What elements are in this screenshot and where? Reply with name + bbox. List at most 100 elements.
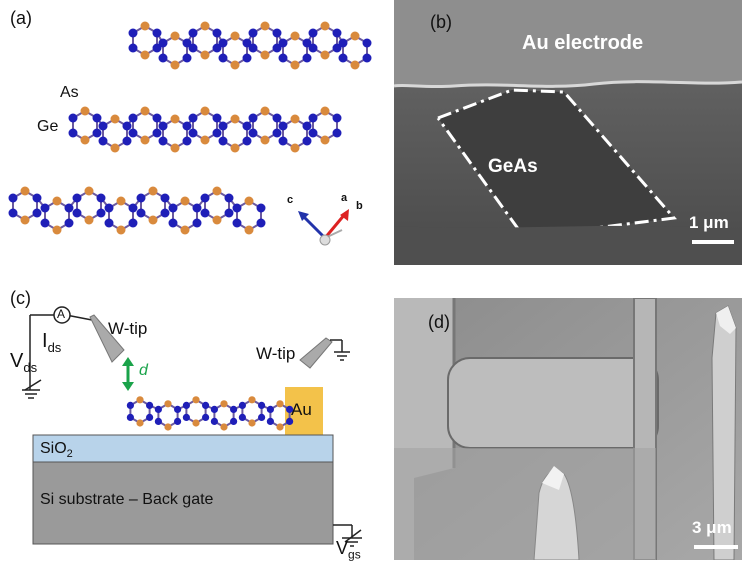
ge-atom <box>182 53 192 63</box>
ge-atom <box>242 121 252 131</box>
ge-atom <box>160 208 170 218</box>
ge-atom <box>218 121 228 131</box>
as-atom <box>180 196 190 206</box>
as-atom <box>290 31 300 41</box>
as-atom <box>200 106 210 116</box>
panel-a: (a) c a b As Ge <box>0 0 385 275</box>
ge-atom <box>278 38 288 48</box>
ge-atom <box>272 128 282 138</box>
as-atom <box>350 31 360 41</box>
as-atom <box>52 225 62 235</box>
ge-atom <box>128 218 138 228</box>
ge-atom <box>146 413 154 421</box>
ge-atom <box>92 128 102 138</box>
ge-atom <box>136 193 146 203</box>
as-atom <box>170 143 180 153</box>
ge-atom <box>202 413 210 421</box>
panel-a-label: (a) <box>10 8 32 28</box>
ge-atom <box>210 405 218 413</box>
as-atom <box>116 196 126 206</box>
as-atom <box>260 135 270 145</box>
ge-atom <box>232 203 242 213</box>
as-atom <box>80 135 90 145</box>
ge-atom <box>232 218 242 228</box>
ge-atom <box>332 128 342 138</box>
ge-atom <box>212 28 222 38</box>
ge-atom <box>248 28 258 38</box>
ge-atom <box>266 417 274 425</box>
ge-atom <box>338 38 348 48</box>
as-atom <box>116 225 126 235</box>
ge-atom-label: Ge <box>37 118 59 135</box>
geas-flake-label: GeAs <box>488 156 538 177</box>
as-atom <box>170 31 180 41</box>
ge-atom <box>256 203 266 213</box>
ge-atom <box>8 193 18 203</box>
si-substrate <box>32 461 334 545</box>
ge-atom <box>154 417 162 425</box>
ge-atom <box>64 218 74 228</box>
au-label: Au <box>291 400 312 419</box>
as-atom <box>52 196 62 206</box>
ge-atom <box>278 121 288 131</box>
ge-atom <box>158 53 168 63</box>
ge-atom <box>258 413 266 421</box>
ge-atom <box>40 218 50 228</box>
ge-atom <box>192 218 202 228</box>
ge-atom <box>302 38 312 48</box>
ge-atom <box>168 218 178 228</box>
as-atom-label: As <box>60 84 79 101</box>
ge-atom <box>230 405 238 413</box>
ge-atom <box>308 43 318 53</box>
as-atom <box>230 60 240 70</box>
ge-atom <box>272 28 282 38</box>
ge-atom <box>200 193 210 203</box>
ge-atom <box>188 43 198 53</box>
ge-atom <box>272 113 282 123</box>
as-atom <box>320 50 330 60</box>
ge-atom <box>40 203 50 213</box>
ge-atom <box>96 208 106 218</box>
ge-atom <box>152 43 162 53</box>
ge-atom <box>218 53 228 63</box>
ge-atom <box>96 193 106 203</box>
as-atom <box>140 21 150 31</box>
left-w-tip <box>89 314 125 363</box>
ge-atom <box>308 28 318 38</box>
ge-atom <box>202 401 210 409</box>
as-atom <box>180 225 190 235</box>
axis-c-label: c <box>287 194 294 206</box>
as-atom <box>84 215 94 225</box>
ge-atom <box>158 121 168 131</box>
ge-atom <box>338 53 348 63</box>
as-atom <box>220 400 228 408</box>
ge-atom <box>238 413 246 421</box>
ge-atom <box>98 136 108 146</box>
as-atom <box>260 106 270 116</box>
panel-c-label: (c) <box>10 288 31 308</box>
as-atom <box>164 400 172 408</box>
ge-atom <box>248 43 258 53</box>
ge-atom <box>72 208 82 218</box>
ge-atom <box>362 38 372 48</box>
ge-atom <box>188 128 198 138</box>
substrate-label: Si substrate – Back gate <box>40 491 214 508</box>
ge-atom <box>128 128 138 138</box>
sio2-layer <box>32 434 334 463</box>
ge-atom <box>218 136 228 146</box>
as-atom <box>244 196 254 206</box>
as-atom <box>230 143 240 153</box>
ge-atom <box>362 53 372 63</box>
as-atom <box>212 186 222 196</box>
ge-atom <box>168 203 178 213</box>
ammeter-label: A <box>57 307 66 321</box>
as-atom <box>320 135 330 145</box>
as-atom <box>200 50 210 60</box>
as-atom <box>244 225 254 235</box>
ids-label: Ids <box>42 330 62 355</box>
ge-atom <box>122 121 132 131</box>
left-w-tip-label: W-tip <box>108 319 148 338</box>
scale-bar-b <box>692 240 734 244</box>
as-atom <box>84 186 94 196</box>
as-atom <box>260 50 270 60</box>
